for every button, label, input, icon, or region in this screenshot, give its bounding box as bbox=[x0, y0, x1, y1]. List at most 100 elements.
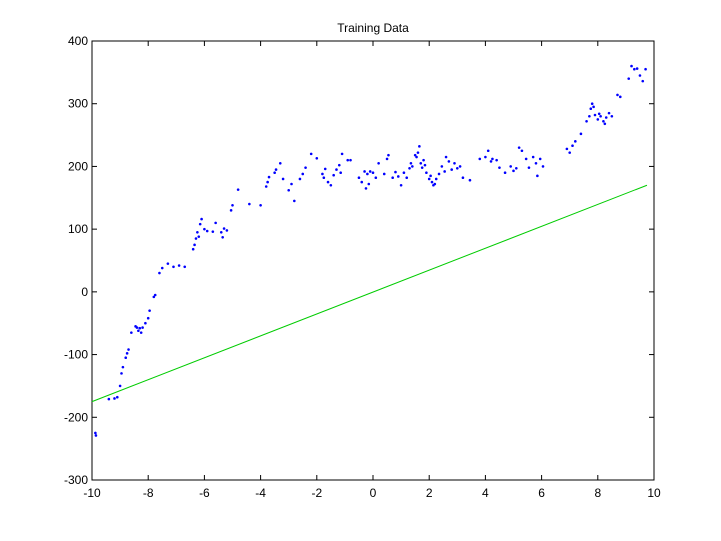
data-point bbox=[321, 172, 324, 176]
data-point bbox=[367, 182, 371, 186]
data-point bbox=[222, 227, 226, 230]
data-point bbox=[166, 262, 170, 265]
fit-line bbox=[91, 184, 648, 403]
data-point bbox=[588, 114, 591, 118]
data-point bbox=[416, 151, 420, 154]
data-point bbox=[456, 167, 459, 170]
chart-title: Training Data bbox=[337, 21, 409, 35]
data-point bbox=[125, 352, 129, 355]
data-point bbox=[599, 114, 602, 118]
data-point bbox=[371, 171, 375, 174]
data-point bbox=[113, 397, 116, 400]
y-axis: 400 300 200 100 0 -100 -200 -300 bbox=[64, 34, 654, 487]
data-point bbox=[298, 177, 302, 181]
data-point bbox=[203, 227, 206, 231]
data-point bbox=[411, 165, 414, 168]
data-point bbox=[618, 95, 622, 99]
data-point bbox=[160, 266, 164, 270]
data-point bbox=[498, 166, 501, 169]
y-tick-label: -100 bbox=[64, 348, 88, 362]
data-point bbox=[610, 114, 614, 118]
data-point bbox=[644, 67, 647, 71]
data-point bbox=[427, 177, 431, 181]
data-point bbox=[94, 434, 98, 437]
data-point bbox=[231, 204, 234, 207]
data-point bbox=[638, 74, 642, 77]
data-point bbox=[118, 384, 122, 388]
data-point bbox=[177, 264, 181, 267]
data-point bbox=[248, 202, 251, 206]
data-point bbox=[593, 113, 597, 117]
data-point bbox=[418, 145, 421, 148]
data-point bbox=[597, 112, 601, 116]
data-point bbox=[603, 122, 607, 126]
data-point bbox=[172, 265, 175, 269]
data-point bbox=[221, 235, 224, 239]
data-point bbox=[267, 175, 271, 179]
data-point bbox=[538, 157, 542, 161]
x-tick-label: -8 bbox=[143, 486, 154, 500]
data-point bbox=[274, 168, 278, 171]
data-point bbox=[278, 161, 282, 165]
data-point bbox=[413, 153, 417, 157]
data-point bbox=[200, 217, 203, 221]
data-point bbox=[135, 326, 139, 329]
data-point bbox=[183, 265, 187, 269]
data-point bbox=[211, 230, 215, 233]
data-point bbox=[124, 356, 128, 360]
data-point bbox=[120, 372, 123, 375]
data-point bbox=[453, 161, 456, 165]
data-point bbox=[326, 180, 330, 184]
data-point bbox=[450, 168, 453, 171]
data-point bbox=[602, 119, 605, 123]
y-tick-label: -200 bbox=[64, 410, 88, 424]
data-point bbox=[259, 204, 262, 207]
data-point bbox=[281, 177, 285, 181]
data-point bbox=[589, 107, 593, 111]
data-point bbox=[368, 170, 372, 173]
data-point bbox=[364, 187, 368, 190]
data-point bbox=[266, 180, 269, 184]
data-point bbox=[363, 170, 366, 173]
data-point bbox=[339, 171, 342, 174]
data-point bbox=[524, 157, 528, 161]
scatter-points bbox=[94, 64, 647, 437]
data-point bbox=[458, 165, 462, 168]
data-point bbox=[585, 119, 588, 123]
data-point bbox=[517, 146, 521, 149]
data-point bbox=[264, 185, 268, 188]
data-point bbox=[273, 171, 276, 174]
data-point bbox=[349, 158, 352, 162]
data-point bbox=[531, 155, 535, 159]
data-point bbox=[468, 178, 472, 182]
data-point bbox=[115, 395, 119, 399]
data-point bbox=[509, 165, 512, 168]
data-point bbox=[484, 155, 487, 159]
data-point bbox=[447, 160, 451, 163]
x-tick-label: 10 bbox=[647, 486, 661, 500]
data-point bbox=[197, 235, 201, 238]
data-point bbox=[429, 174, 432, 178]
x-tick-label: 2 bbox=[426, 486, 433, 500]
data-point bbox=[191, 247, 195, 251]
data-point bbox=[565, 147, 569, 151]
data-point bbox=[158, 271, 161, 275]
data-point bbox=[423, 163, 427, 167]
data-point bbox=[322, 176, 326, 180]
data-point bbox=[148, 309, 151, 312]
data-point bbox=[495, 158, 498, 162]
x-tick-label: -2 bbox=[311, 486, 322, 500]
data-point bbox=[141, 326, 144, 329]
data-point bbox=[94, 431, 97, 435]
data-point bbox=[382, 172, 386, 176]
y-tick-label: 100 bbox=[68, 222, 88, 236]
x-axis: -10 -8 -6 -4 -2 0 2 4 6 8 10 bbox=[83, 41, 661, 500]
data-point bbox=[290, 182, 293, 186]
data-point bbox=[425, 171, 428, 174]
data-point bbox=[405, 176, 409, 180]
data-point bbox=[503, 171, 507, 174]
data-point bbox=[315, 156, 319, 160]
data-point bbox=[579, 132, 583, 136]
data-point bbox=[205, 229, 209, 233]
x-tick-label: 6 bbox=[538, 486, 545, 500]
